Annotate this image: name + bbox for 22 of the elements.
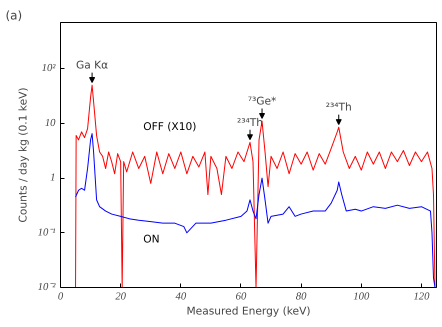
line-series (75, 133, 436, 288)
x-tick-label: 60 (236, 292, 247, 302)
x-tick-label: 0 (58, 292, 64, 302)
y-tick-label: 10² (42, 63, 56, 74)
series-label: ON (143, 232, 160, 246)
x-tick-label: 80 (296, 292, 308, 302)
y-tick-label: 10⁻¹ (38, 227, 56, 238)
x-tick-label: 20 (115, 292, 127, 302)
x-tick-label: 120 (413, 292, 430, 302)
x-tick-label: 40 (175, 292, 187, 302)
x-axis-title: Measured Energy (keV) (186, 304, 311, 318)
y-tick-label: 10⁻² (38, 282, 56, 293)
x-tick-label: 100 (353, 292, 370, 302)
y-tick-label: 1 (50, 172, 56, 184)
line-series (75, 84, 436, 288)
annotation: ²³⁴Th (326, 100, 352, 114)
series-label: OFF (X10) (143, 120, 196, 134)
annotation: ⁷³Ge* (248, 94, 278, 108)
annotation: Ga Kα (76, 58, 108, 72)
chart-title: (a) (6, 8, 22, 22)
y-axis-title: Counts / day kg (0.1 keV) (16, 87, 30, 223)
y-tick-label: 10 (44, 118, 56, 129)
